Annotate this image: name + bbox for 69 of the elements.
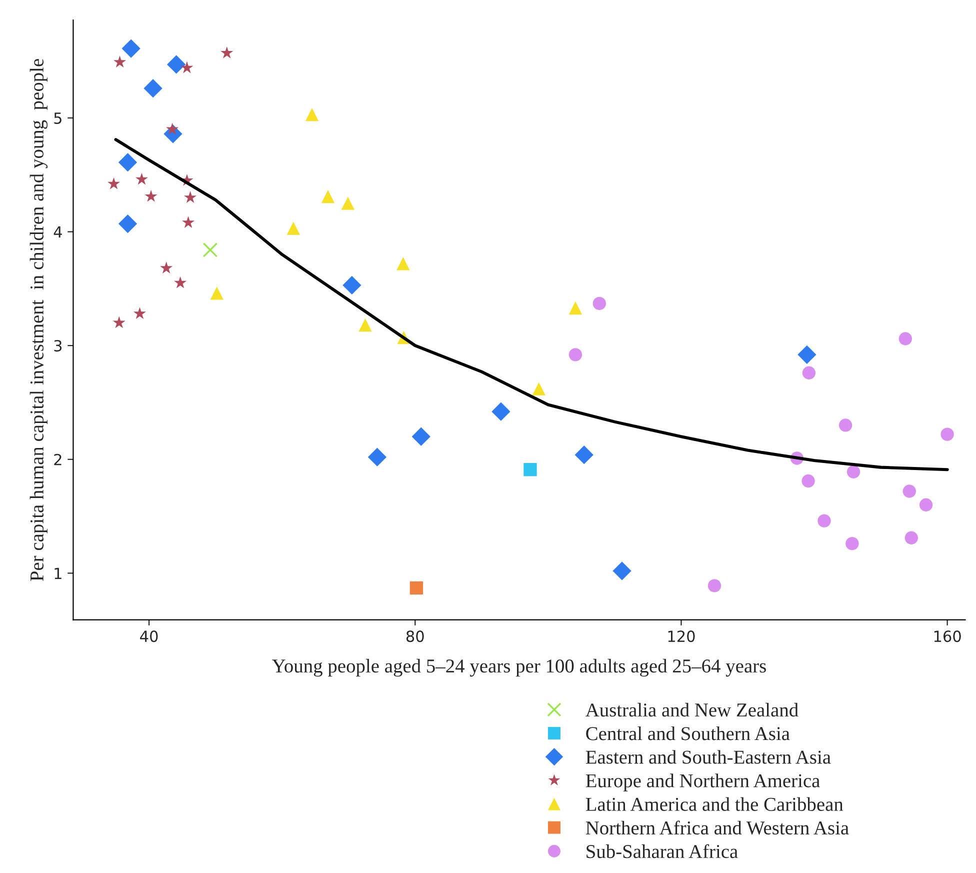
point: [368, 448, 387, 466]
y-tick-label: 4: [54, 226, 62, 238]
y-tick-label: 5: [54, 112, 62, 124]
line-series: [114, 138, 949, 472]
point: [568, 348, 582, 362]
point: [108, 177, 120, 190]
point: [902, 484, 916, 498]
point: [708, 579, 722, 592]
point: [133, 307, 146, 320]
point: [818, 514, 831, 528]
point: [118, 153, 138, 172]
point: [798, 345, 816, 364]
y-axis-title: Per capita human capital investment in children and young people: [30, 59, 48, 582]
y-tick-label: 3: [54, 340, 62, 352]
point: [592, 296, 606, 310]
point: [396, 257, 410, 270]
point: [305, 108, 319, 122]
legend-label: Latin America and the Caribbean: [586, 797, 844, 811]
legend-label: Sub-Saharan Africa: [586, 844, 738, 858]
point: [524, 463, 537, 476]
point: [144, 79, 162, 98]
legend-label: Eastern and South-Eastern Asia: [586, 750, 831, 764]
point: [612, 562, 632, 580]
point: [286, 222, 300, 235]
point: [160, 262, 173, 274]
point: [940, 428, 954, 441]
point: [202, 242, 218, 258]
point: [118, 214, 138, 234]
point: [846, 536, 859, 550]
point: [898, 332, 912, 346]
point: [114, 56, 126, 68]
legend-label: Australia and New Zealand: [586, 702, 798, 717]
point: [492, 402, 510, 421]
point: [135, 172, 148, 185]
point: [321, 190, 335, 204]
point: [410, 581, 424, 595]
legend-label: Northern Africa and Western Asia: [586, 820, 849, 835]
point: [802, 366, 816, 380]
x-tick-label: 160: [934, 630, 961, 642]
x-tick-label: 40: [140, 630, 158, 642]
x-tick-label: 80: [406, 630, 424, 642]
point: [919, 498, 933, 512]
point: [358, 318, 372, 332]
point: [341, 196, 355, 210]
point: [112, 316, 126, 328]
point: [568, 301, 582, 315]
point: [802, 474, 815, 488]
y-tick-label: 1: [54, 568, 62, 579]
point: [342, 276, 362, 295]
x-axis-title: Young people aged 5–24 years per 100 adults aged 25–64 years: [272, 658, 766, 677]
point: [574, 445, 594, 464]
point: [180, 61, 194, 74]
point: [166, 55, 186, 74]
point: [122, 39, 140, 58]
point: [220, 46, 234, 58]
point: [144, 190, 158, 202]
point: [838, 418, 852, 432]
point: [412, 427, 430, 446]
legend-label: Europe and Northern America: [586, 774, 820, 792]
point: [184, 191, 197, 203]
point: [182, 216, 195, 228]
y-tick-label: 2: [54, 454, 62, 466]
point: [532, 382, 546, 396]
x-tick-label: 120: [668, 630, 695, 642]
point: [904, 531, 918, 544]
point: [174, 276, 187, 288]
legend-label: Central and Southern Asia: [586, 726, 790, 740]
point: [210, 286, 224, 300]
point: [846, 465, 860, 478]
